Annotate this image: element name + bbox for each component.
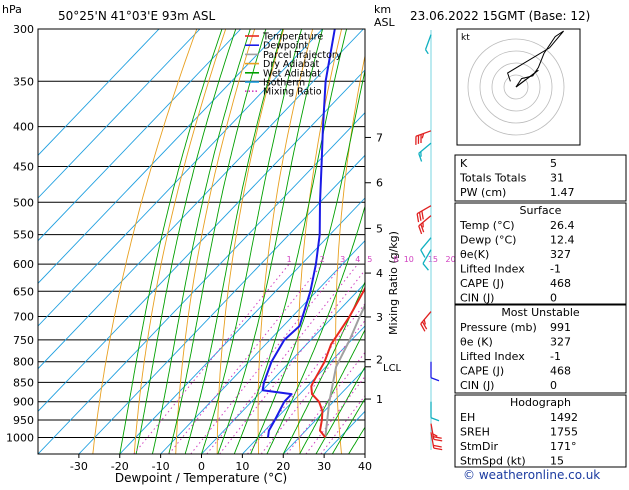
x-axis-label: Dewpoint / Temperature (°C): [115, 471, 287, 485]
x-tick-label: 30: [317, 460, 331, 473]
mixing-ratio-label: 5: [367, 255, 372, 264]
pressure-tick-label: 450: [13, 161, 34, 174]
location-header: 50°25'N 41°03'E 93m ASL: [58, 9, 215, 23]
hodograph-frame: [457, 29, 580, 145]
index-label: StmDir: [460, 440, 499, 453]
index-label: CAPE (J): [460, 277, 504, 290]
index-value: 0: [550, 379, 557, 392]
x-tick-label: -20: [111, 460, 129, 473]
footer-credit: © weatheronline.co.uk: [463, 468, 600, 482]
index-label: SREH: [460, 426, 490, 439]
mixing-ratio-label: 15: [428, 255, 438, 264]
index-value: 1492: [550, 411, 578, 424]
index-label: K: [460, 157, 468, 170]
asl-label: ASL: [374, 16, 396, 29]
index-label: Temp (°C): [459, 219, 515, 232]
mixing-ratio-label: 2: [320, 255, 325, 264]
hpa-label: hPa: [2, 3, 22, 16]
pressure-tick-label: 1000: [6, 431, 34, 444]
mixing-ratio-label: 8: [393, 255, 398, 264]
index-value: 1755: [550, 426, 578, 439]
index-label: CAPE (J): [460, 365, 504, 378]
km-tick-label: 1: [376, 393, 383, 406]
index-label: CIN (J): [460, 379, 494, 392]
date-header: 23.06.2022 15GMT (Base: 12): [410, 9, 590, 23]
legend-entry-label: Mixing Ratio: [263, 87, 322, 98]
km-tick-label: 3: [376, 311, 383, 324]
index-value: 468: [550, 365, 571, 378]
index-value: 468: [550, 277, 571, 290]
index-value: 0: [550, 292, 557, 305]
index-label: Lifted Index: [460, 263, 525, 276]
mixing-ratio-label: 4: [355, 255, 360, 264]
x-tick-label: 20: [276, 460, 290, 473]
index-value: 327: [550, 336, 571, 349]
km-label: km: [374, 3, 391, 16]
pressure-tick-label: 300: [13, 23, 34, 36]
index-label: Totals Totals: [459, 172, 527, 185]
x-tick-label: 0: [198, 460, 205, 473]
index-value: -1: [550, 263, 561, 276]
x-tick-label: 10: [235, 460, 249, 473]
pressure-tick-label: 950: [13, 414, 34, 427]
index-value: -1: [550, 350, 561, 363]
km-tick-label: 4: [376, 267, 383, 280]
pressure-tick-label: 500: [13, 196, 34, 209]
pressure-tick-label: 550: [13, 229, 34, 242]
pressure-tick-label: 350: [13, 75, 34, 88]
index-label: EH: [460, 411, 475, 424]
hodograph: kt: [457, 29, 580, 145]
index-label: Pressure (mb): [460, 321, 537, 334]
mixing-ratio-axis-label: Mixing Ratio (g/kg): [387, 231, 400, 335]
km-tick-label: 6: [376, 177, 383, 190]
surface-title: Surface: [520, 204, 562, 217]
mixing-ratio-label: 20: [445, 255, 455, 264]
index-value: 26.4: [550, 219, 575, 232]
pressure-tick-label: 800: [13, 356, 34, 369]
index-value: 327: [550, 248, 571, 261]
pressure-tick-label: 600: [13, 258, 34, 271]
hodograph-title: Hodograph: [510, 396, 571, 409]
index-value: 5: [550, 157, 557, 170]
x-tick-label: -10: [152, 460, 170, 473]
index-label: θe (K): [460, 336, 493, 349]
index-value: 171°: [550, 440, 577, 453]
x-tick-label: -30: [70, 460, 88, 473]
km-tick-label: 7: [376, 131, 383, 144]
index-label: Dewp (°C): [460, 234, 516, 247]
pressure-tick-label: 400: [13, 121, 34, 134]
km-tick-label: 5: [376, 222, 383, 235]
index-label: StmSpd (kt): [460, 455, 526, 468]
hodograph-unit-label: kt: [461, 33, 470, 43]
km-tick-label: 2: [376, 354, 383, 367]
pressure-tick-label: 750: [13, 334, 34, 347]
x-tick-label: 40: [358, 460, 372, 473]
index-label: Lifted Index: [460, 350, 525, 363]
index-label: PW (cm): [460, 186, 506, 199]
index-value: 15: [550, 455, 564, 468]
mixing-ratio-label: 3: [340, 255, 345, 264]
mixing-ratio-label: 1: [287, 255, 292, 264]
index-label: CIN (J): [460, 292, 494, 305]
pressure-tick-label: 850: [13, 376, 34, 389]
pressure-tick-label: 650: [13, 285, 34, 298]
index-value: 12.4: [550, 234, 575, 247]
pressure-tick-label: 700: [13, 310, 34, 323]
index-value: 991: [550, 321, 571, 334]
index-value: 1.47: [550, 186, 575, 199]
most-unstable-title: Most Unstable: [501, 306, 580, 319]
mixing-ratio-label: 10: [404, 255, 414, 264]
index-value: 31: [550, 172, 564, 185]
pressure-tick-label: 900: [13, 396, 34, 409]
index-label: θe(K): [460, 248, 489, 261]
lcl-label: LCL: [383, 363, 402, 374]
